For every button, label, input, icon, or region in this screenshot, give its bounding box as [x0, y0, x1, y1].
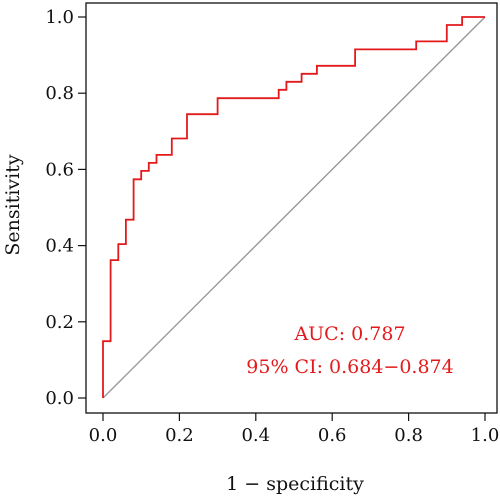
y-tick-label: 0.0: [45, 388, 74, 409]
x-tick-label: 0.8: [394, 425, 423, 446]
y-axis-title: Sensitivity: [2, 154, 24, 255]
plot-frame: [85, 2, 498, 414]
x-tick-label: 0.4: [241, 425, 270, 446]
y-tick-label: 0.6: [45, 159, 74, 180]
x-tick-label: 0.0: [89, 425, 118, 446]
y-tick-label: 1.0: [45, 7, 74, 28]
x-tick-label: 1.0: [471, 425, 500, 446]
auc-annotation: AUC: 0.787: [293, 323, 405, 345]
x-tick-label: 0.2: [165, 425, 194, 446]
y-tick-label: 0.2: [45, 312, 74, 333]
x-tick-label: 0.6: [318, 425, 347, 446]
axes: 0.0 0.2 0.4 0.6 0.8 1.0 0.0 0.2 0.4 0.6 0.8 1.0: [45, 2, 500, 446]
y-tick-label: 0.4: [45, 236, 74, 257]
y-tick-label: 0.8: [45, 83, 74, 104]
roc-curve-line: [102, 16, 485, 398]
x-axis-title: 1 − specificity: [226, 473, 364, 495]
reference-diagonal-line: [102, 16, 486, 399]
plot-area: [102, 16, 486, 399]
ci-annotation: 95% CI: 0.684−0.874: [246, 356, 453, 378]
